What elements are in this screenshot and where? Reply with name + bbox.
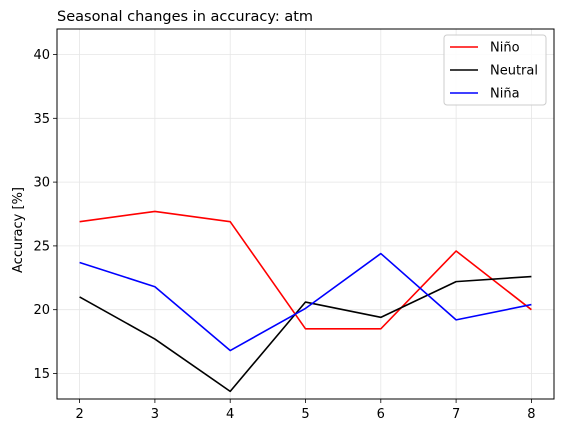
y-tick-label: 15 (33, 367, 50, 382)
y-tick-label: 20 (33, 303, 50, 318)
x-tick-label: 2 (75, 407, 83, 422)
x-tick-label: 8 (527, 407, 535, 422)
x-tick-label: 6 (377, 407, 385, 422)
legend-box (443, 34, 547, 106)
legend-label-1: Neutral (490, 64, 538, 79)
x-tick-label: 5 (301, 407, 309, 422)
y-tick-label: 30 (33, 176, 50, 191)
x-tick-label: 3 (151, 407, 159, 422)
x-tick-label: 4 (226, 407, 234, 422)
legend-label-2: Niña (490, 87, 520, 102)
x-tick-label: 7 (452, 407, 460, 422)
legend: Niño Neutral Niña (443, 34, 547, 106)
y-tick-label: 35 (33, 112, 50, 127)
y-axis-label: Accuracy [%] (11, 187, 26, 273)
ticks: 2 3 4 5 6 7 8 15 20 25 30 35 40 (33, 48, 535, 422)
y-tick-label: 25 (33, 239, 50, 254)
series-layer (79, 210, 532, 393)
legend-label-0: Niño (490, 41, 520, 56)
y-tick-label: 40 (33, 48, 50, 63)
chart-title: Seasonal changes in accuracy: atm (57, 9, 313, 25)
